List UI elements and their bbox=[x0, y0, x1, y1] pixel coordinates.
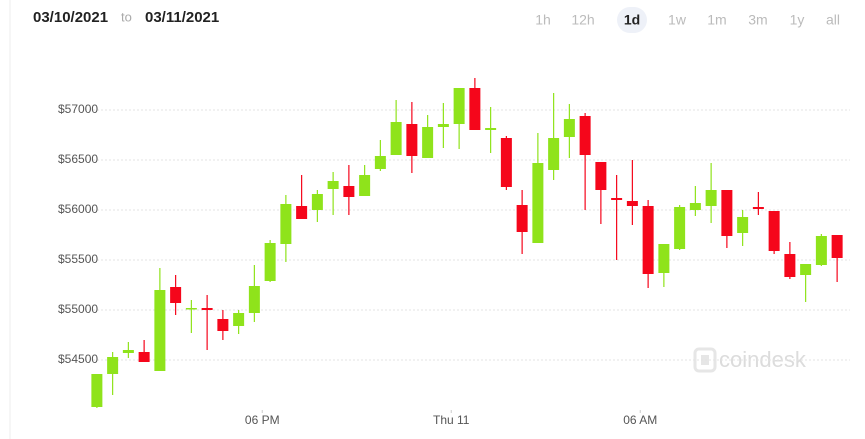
candle-body bbox=[721, 190, 733, 236]
candle-body bbox=[453, 88, 465, 124]
candle-body bbox=[437, 124, 449, 127]
candle-body bbox=[469, 88, 481, 130]
y-tick-label: $57000 bbox=[58, 102, 98, 116]
date-separator: to bbox=[121, 9, 132, 24]
candle-body bbox=[705, 190, 717, 206]
candle-body bbox=[280, 204, 292, 244]
candle-body bbox=[689, 203, 701, 210]
range-button[interactable]: 3m bbox=[748, 12, 767, 28]
candle-body bbox=[611, 198, 623, 200]
candle-body bbox=[359, 175, 371, 196]
candle-body bbox=[138, 352, 150, 362]
candle-body bbox=[768, 211, 780, 251]
candle-body bbox=[154, 290, 166, 371]
date-to[interactable]: 03/11/2021 bbox=[145, 9, 219, 26]
candle-body bbox=[563, 119, 575, 137]
candle-body bbox=[579, 116, 591, 155]
range-buttons: 1h 12h 1d 1w 1m 3m 1y all bbox=[535, 7, 840, 33]
candle-body bbox=[107, 357, 119, 374]
candle-body bbox=[311, 194, 323, 210]
range-button[interactable]: 1m bbox=[707, 12, 726, 28]
candle-body bbox=[784, 254, 796, 277]
candle-body bbox=[831, 235, 843, 258]
candle-body bbox=[406, 124, 418, 156]
candle-body bbox=[296, 206, 308, 219]
y-tick-label: $56500 bbox=[58, 152, 98, 166]
candle-body bbox=[642, 206, 654, 274]
range-button[interactable]: 1d bbox=[624, 12, 640, 28]
x-tick-label: 06 PM bbox=[245, 413, 280, 427]
range-button[interactable]: 1y bbox=[790, 12, 805, 28]
y-tick-label: $54500 bbox=[58, 352, 98, 366]
x-tick-label: Thu 11 bbox=[433, 413, 470, 427]
candle-body bbox=[422, 127, 434, 158]
candle-body bbox=[374, 156, 386, 169]
range-button[interactable]: 1h bbox=[535, 12, 551, 28]
candle-body bbox=[500, 138, 512, 187]
candle-body bbox=[122, 350, 134, 353]
candle-body bbox=[674, 207, 686, 249]
candle-body bbox=[548, 138, 560, 170]
range-button[interactable]: all bbox=[826, 12, 840, 28]
candle-body bbox=[485, 128, 497, 130]
candle-body bbox=[658, 244, 670, 273]
candle-body bbox=[752, 207, 764, 209]
y-tick-label: $55000 bbox=[58, 302, 98, 316]
y-tick-label: $55500 bbox=[58, 252, 98, 266]
range-selected-bg bbox=[617, 7, 647, 33]
candle-body bbox=[532, 163, 544, 243]
range-button[interactable]: 1w bbox=[668, 12, 687, 28]
candle-body bbox=[91, 374, 103, 407]
candle-body bbox=[815, 236, 827, 265]
range-button[interactable]: 12h bbox=[571, 12, 594, 28]
candle-body bbox=[626, 201, 638, 206]
x-tick-label: 06 AM bbox=[623, 413, 657, 427]
candle-body bbox=[737, 217, 749, 233]
candle-body bbox=[390, 122, 402, 155]
watermark: coindesk bbox=[719, 347, 807, 372]
candle-body bbox=[343, 186, 355, 197]
candle-body bbox=[170, 287, 182, 303]
candle-body bbox=[327, 181, 339, 189]
candle-body bbox=[233, 313, 245, 326]
candle-body bbox=[217, 319, 229, 331]
candle-body bbox=[516, 205, 528, 232]
candle-body bbox=[185, 308, 197, 310]
candle-body bbox=[595, 162, 607, 190]
candle-body bbox=[201, 308, 213, 310]
candle-body bbox=[248, 286, 260, 313]
candle-body bbox=[264, 243, 276, 281]
y-tick-label: $56000 bbox=[58, 202, 98, 216]
date-from[interactable]: 03/10/2021 bbox=[33, 9, 108, 26]
candle-body bbox=[800, 264, 812, 275]
